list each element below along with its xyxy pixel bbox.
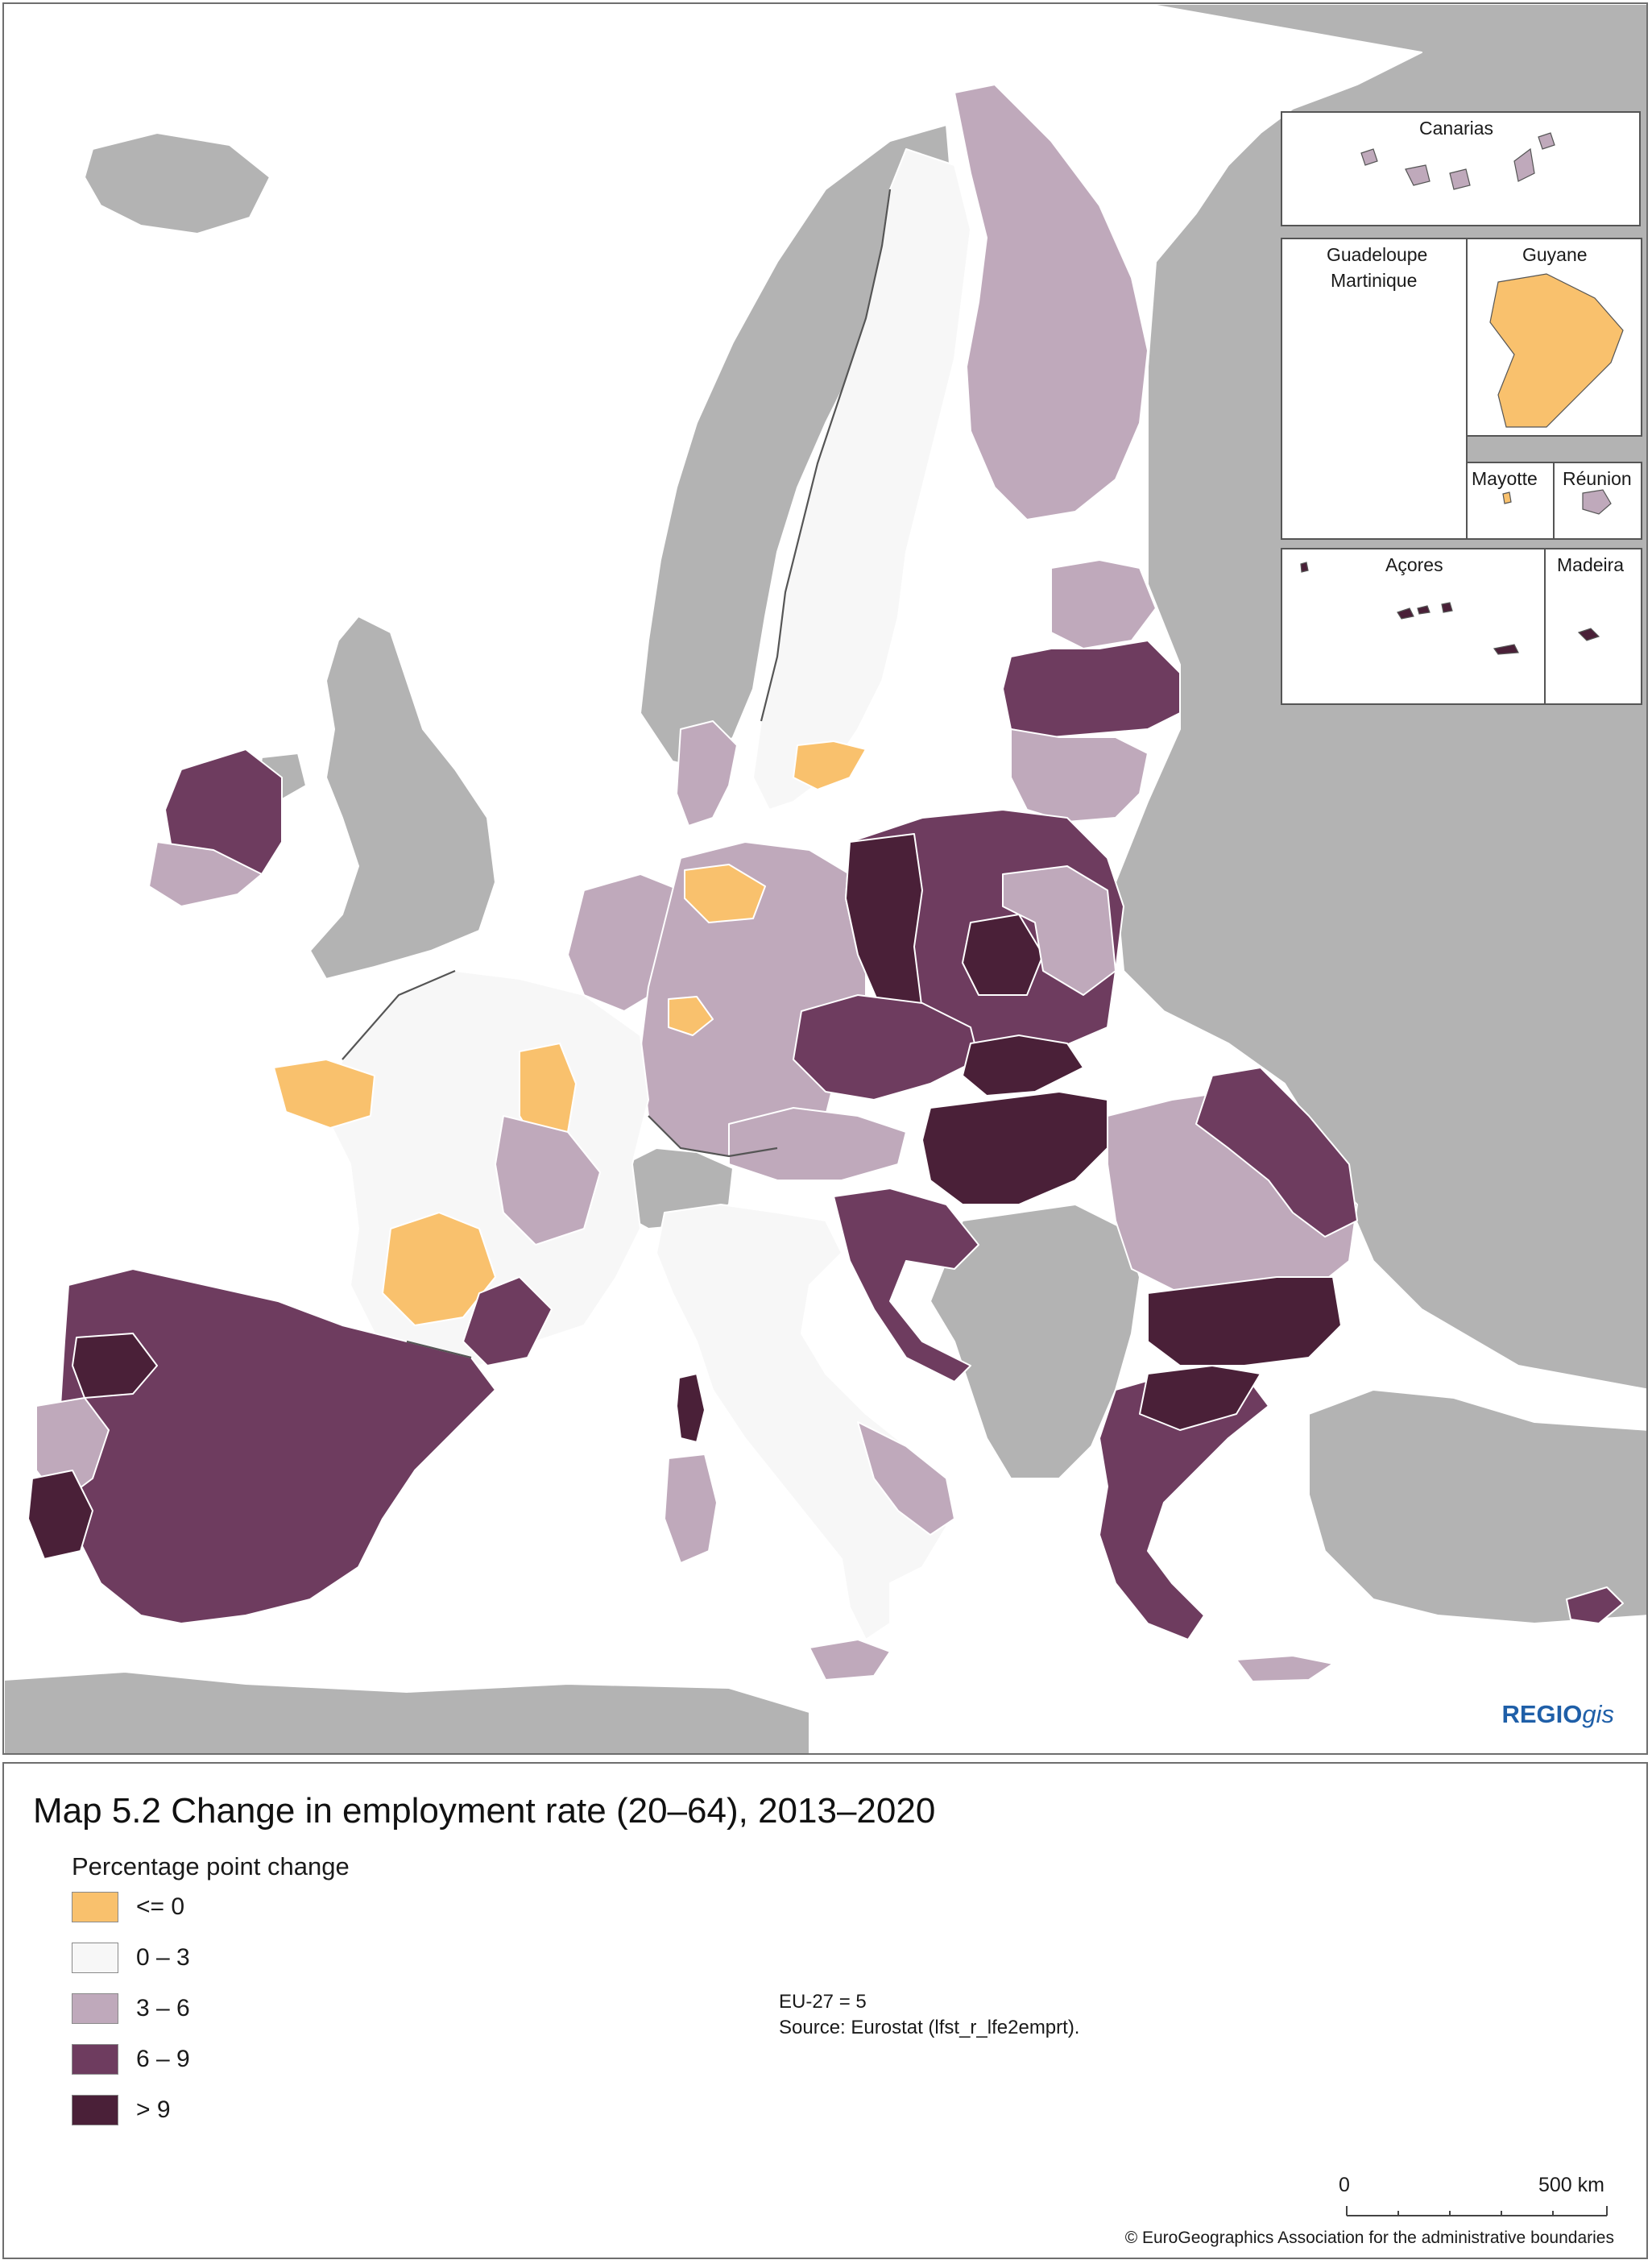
map-title: Map 5.2 Change in employment rate (20–64… — [33, 1791, 936, 1831]
source-note: Source: Eurostat (lfst_r_lfe2emprt). — [779, 2017, 1080, 2038]
inset-label-guyane: Guyane — [1522, 244, 1588, 265]
inset-guyane: Guyane — [1466, 238, 1642, 437]
finland — [954, 84, 1149, 520]
legend-label: > 9 — [136, 2096, 171, 2123]
austria — [728, 1107, 907, 1181]
iceland — [84, 132, 271, 234]
germany-north-region — [684, 864, 766, 923]
italy — [656, 1204, 947, 1640]
inset-acores: Açores — [1281, 548, 1546, 705]
legend-label: 6 – 9 — [136, 2046, 190, 2072]
inset-label-mayotte: Mayotte — [1472, 468, 1538, 489]
inset-label-reunion: Réunion — [1563, 468, 1632, 489]
inset-canarias: Canarias — [1281, 111, 1641, 226]
romania-east — [1195, 1067, 1358, 1238]
portugal-south — [27, 1470, 93, 1560]
denmark — [676, 720, 738, 827]
spain-northwest — [72, 1333, 158, 1399]
inset-label-martinique: Martinique — [1331, 270, 1418, 291]
legend-label: 0 – 3 — [136, 1944, 190, 1971]
sweden-south-region — [793, 740, 867, 790]
scale-start-label: 0 — [1339, 2174, 1350, 2196]
legend-label: 3 – 6 — [136, 1995, 190, 2021]
estonia — [1050, 559, 1157, 649]
italy-south — [857, 1421, 955, 1536]
inset-madeira: Madeira — [1544, 548, 1642, 705]
legend-swatch — [72, 1892, 118, 1922]
north-africa — [4, 1671, 810, 1753]
legend-title: Percentage point change — [72, 1852, 350, 1880]
france-east — [495, 1115, 601, 1246]
legend-panel: Map 5.2 Change in employment rate (20–64… — [2, 1762, 1648, 2259]
legend-swatch — [72, 2044, 118, 2075]
greece-north — [1139, 1365, 1261, 1431]
legend-item: <= 0 — [72, 1889, 184, 1925]
map-area: Canarias Guadeloupe Martinique Guyane Ma… — [2, 2, 1648, 1755]
gis-text: gis — [1582, 1700, 1614, 1728]
slovenia-croatia — [833, 1188, 979, 1383]
regiogis-logo: REGIOgis — [1501, 1700, 1614, 1729]
hungary — [921, 1091, 1108, 1205]
regio-text: REGIO — [1501, 1700, 1583, 1728]
scale-bar-graphic — [1346, 2206, 1608, 2216]
inset-reunion: Réunion — [1553, 462, 1642, 540]
inset-label-acores: Açores — [1385, 554, 1443, 575]
cyprus — [1566, 1586, 1624, 1624]
scale-bar: 0 500 km — [1339, 2174, 1611, 2227]
inset-mayotte: Mayotte — [1466, 462, 1555, 540]
inset-label-canarias: Canarias — [1419, 118, 1494, 139]
inset-label-guadeloupe: Guadeloupe — [1327, 244, 1428, 265]
legend-item: > 9 — [72, 2092, 171, 2128]
copyright-note: © EuroGeographics Association for the ad… — [1124, 2229, 1614, 2247]
uk — [309, 616, 496, 980]
turkey — [1308, 1389, 1646, 1624]
latvia — [1002, 640, 1181, 738]
ireland-south — [148, 841, 263, 907]
greece — [1099, 1373, 1269, 1640]
legend-swatch — [72, 1993, 118, 2024]
france-brittany — [273, 1059, 375, 1129]
western-balkans — [930, 1204, 1141, 1479]
sicily — [809, 1639, 891, 1681]
legend-item: 0 – 3 — [72, 1940, 190, 1976]
crete — [1236, 1655, 1334, 1682]
scale-end-label: 500 km — [1538, 2174, 1604, 2196]
sardinia — [664, 1453, 718, 1564]
bulgaria — [1147, 1276, 1342, 1366]
czechia — [793, 994, 979, 1101]
germany-central-region — [668, 996, 714, 1036]
inset-label-madeira: Madeira — [1557, 554, 1625, 575]
legend-item: 3 – 6 — [72, 1991, 190, 2026]
france-mediterranean — [462, 1276, 553, 1366]
lithuania — [1010, 728, 1149, 823]
legend-swatch — [72, 1943, 118, 1973]
eu-average-note: EU-27 = 5 — [779, 1991, 867, 2013]
legend-item: 6 – 9 — [72, 2042, 190, 2077]
inset-guadeloupe-martinique: Guadeloupe Martinique — [1281, 238, 1468, 540]
poland-east — [1002, 865, 1116, 996]
corsica — [676, 1373, 706, 1443]
slovakia — [962, 1035, 1084, 1097]
legend-swatch — [72, 2095, 118, 2125]
legend-label: <= 0 — [136, 1893, 185, 1920]
